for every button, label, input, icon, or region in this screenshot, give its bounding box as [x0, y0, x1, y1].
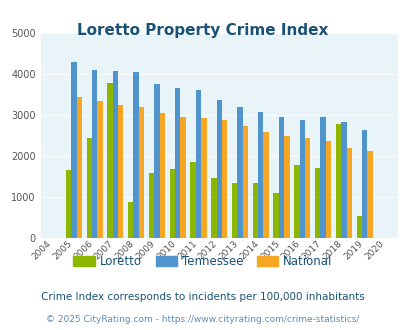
- Bar: [66, 170, 71, 238]
- Bar: [252, 183, 258, 238]
- Bar: [299, 120, 304, 238]
- Bar: [361, 130, 367, 238]
- Bar: [113, 71, 118, 238]
- Legend: Loretto, Tennessee, National: Loretto, Tennessee, National: [68, 250, 337, 273]
- Bar: [97, 101, 102, 238]
- Bar: [118, 105, 123, 238]
- Text: Crime Index corresponds to incidents per 100,000 inhabitants: Crime Index corresponds to incidents per…: [41, 292, 364, 302]
- Bar: [356, 216, 361, 238]
- Bar: [169, 169, 175, 238]
- Bar: [71, 62, 77, 238]
- Bar: [154, 84, 159, 238]
- Bar: [133, 72, 139, 238]
- Bar: [340, 122, 346, 238]
- Bar: [128, 202, 133, 238]
- Bar: [335, 124, 340, 238]
- Bar: [294, 165, 299, 238]
- Bar: [175, 88, 180, 238]
- Text: © 2025 CityRating.com - https://www.cityrating.com/crime-statistics/: © 2025 CityRating.com - https://www.city…: [46, 315, 359, 324]
- Bar: [237, 108, 242, 238]
- Bar: [304, 138, 310, 238]
- Bar: [273, 193, 278, 238]
- Bar: [92, 70, 97, 238]
- Bar: [346, 148, 351, 238]
- Bar: [86, 138, 92, 238]
- Bar: [222, 120, 227, 238]
- Bar: [149, 173, 154, 238]
- Bar: [139, 107, 144, 238]
- Bar: [107, 83, 113, 238]
- Bar: [159, 113, 164, 238]
- Bar: [180, 117, 185, 238]
- Bar: [258, 113, 263, 238]
- Bar: [200, 118, 206, 238]
- Bar: [242, 126, 247, 238]
- Bar: [263, 132, 268, 238]
- Text: Loretto Property Crime Index: Loretto Property Crime Index: [77, 23, 328, 38]
- Bar: [195, 90, 200, 238]
- Bar: [216, 100, 222, 238]
- Bar: [367, 151, 372, 238]
- Bar: [284, 136, 289, 238]
- Bar: [314, 168, 320, 238]
- Bar: [278, 117, 284, 238]
- Bar: [231, 183, 237, 238]
- Bar: [190, 162, 195, 238]
- Bar: [211, 178, 216, 238]
- Bar: [77, 97, 82, 238]
- Bar: [320, 117, 325, 238]
- Bar: [325, 141, 330, 238]
